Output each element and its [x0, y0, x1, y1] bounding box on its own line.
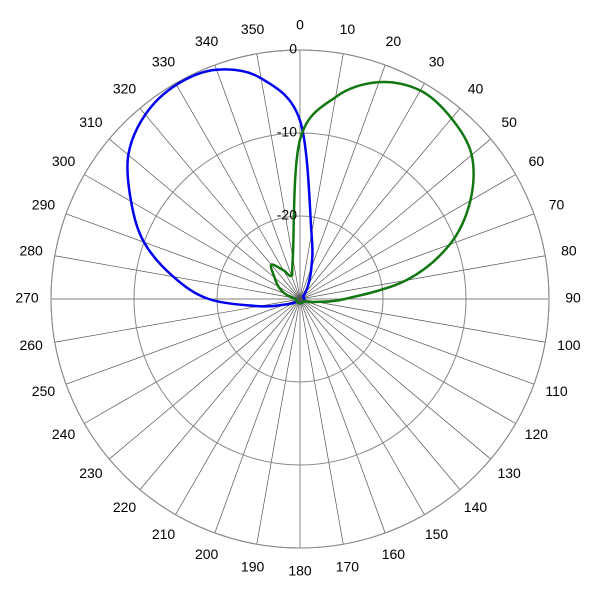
r-tick-label: -10	[277, 124, 297, 140]
angle-label: 210	[152, 526, 176, 542]
angle-label: 190	[241, 559, 265, 575]
angle-label: 130	[497, 465, 521, 481]
angle-label: 140	[464, 499, 488, 515]
angle-label: 320	[113, 81, 137, 97]
angle-label: 150	[425, 526, 449, 542]
angle-label: 70	[549, 196, 565, 212]
spoke	[299, 298, 425, 515]
angle-label: 220	[113, 499, 137, 515]
angle-label: 50	[501, 114, 517, 130]
spoke	[109, 298, 301, 460]
spoke	[214, 298, 301, 534]
angle-label: 340	[195, 33, 219, 49]
angle-label: 80	[561, 242, 577, 258]
angle-label: 330	[152, 53, 176, 69]
spoke	[299, 64, 386, 300]
spoke	[299, 298, 491, 460]
spoke	[299, 298, 344, 545]
angle-label: 120	[525, 426, 549, 442]
spoke	[214, 64, 301, 300]
angle-label: 240	[52, 426, 76, 442]
spoke	[84, 174, 301, 300]
spoke	[109, 138, 301, 300]
spoke	[65, 213, 301, 300]
spoke	[299, 298, 535, 385]
angle-label: 110	[545, 383, 568, 399]
angle-label: 180	[288, 563, 312, 579]
angle-label: 40	[468, 81, 484, 97]
spoke	[256, 298, 301, 545]
spoke	[139, 298, 301, 490]
angle-label: 290	[32, 196, 56, 212]
spoke	[299, 138, 491, 300]
spoke	[175, 298, 301, 515]
angle-label: 10	[340, 21, 356, 37]
spoke	[84, 298, 301, 424]
grid-ring	[133, 132, 467, 466]
angle-label: 260	[19, 337, 43, 353]
angle-label: 280	[19, 242, 43, 258]
angle-label: 170	[336, 559, 360, 575]
pattern-line	[269, 80, 475, 305]
grid-ring	[216, 215, 384, 383]
angle-label: 200	[195, 546, 219, 562]
angle-label: 310	[79, 114, 103, 130]
spoke	[299, 108, 461, 300]
spoke	[299, 298, 516, 424]
angle-label: 160	[382, 546, 406, 562]
angle-label: 0	[296, 17, 304, 33]
spoke	[139, 108, 301, 300]
angle-label: 230	[79, 465, 103, 481]
r-tick-label: -20	[277, 207, 297, 223]
spoke	[299, 53, 344, 300]
angle-label: 60	[529, 153, 545, 169]
grid-ring	[50, 49, 550, 549]
angle-label: 300	[52, 153, 76, 169]
spoke	[299, 298, 386, 534]
spoke	[65, 298, 301, 385]
angle-label: 350	[241, 21, 265, 37]
r-tick-label: 0	[289, 41, 297, 57]
spoke	[299, 255, 546, 300]
angle-label: 30	[429, 53, 445, 69]
angle-label: 270	[15, 290, 39, 306]
spoke	[299, 174, 516, 300]
spoke	[299, 83, 425, 300]
spoke	[54, 255, 301, 300]
spoke	[299, 298, 546, 343]
spoke	[299, 298, 461, 490]
angle-label: 20	[386, 33, 402, 49]
angle-label: 250	[32, 383, 56, 399]
spoke	[175, 83, 301, 300]
spoke	[299, 213, 535, 300]
angle-label: 100	[557, 337, 581, 353]
angle-label: 90	[565, 290, 581, 306]
